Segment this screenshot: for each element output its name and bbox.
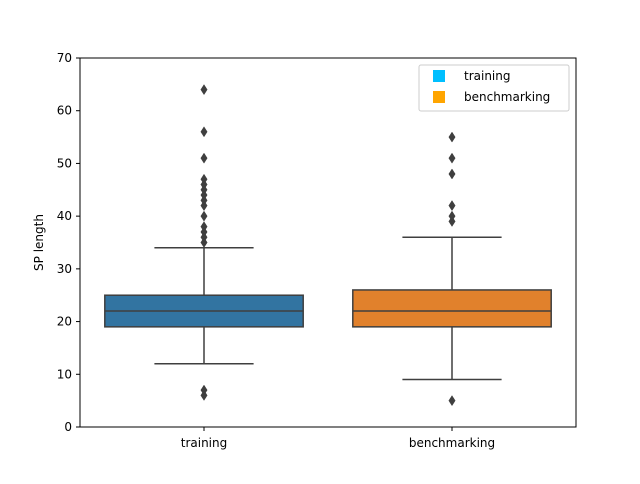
axis-layer: training benchmarking 0 10 20 30 40 50 60 70 xyxy=(57,51,495,450)
outlier-point xyxy=(448,200,456,212)
y-tick-label: 30 xyxy=(57,262,72,276)
outlier-point xyxy=(448,395,456,407)
x-tick-label: benchmarking xyxy=(409,436,495,450)
plot-frame xyxy=(79,57,577,428)
outlier-point xyxy=(200,384,208,396)
y-tick-label: 10 xyxy=(57,367,72,381)
outlier-point xyxy=(448,131,456,143)
y-tick-label: 50 xyxy=(57,156,72,170)
y-axis-label: SP length xyxy=(32,214,46,271)
outlier-point xyxy=(200,210,208,222)
outlier-point xyxy=(448,210,456,222)
legend-box xyxy=(418,64,570,112)
box-group-training xyxy=(104,84,304,401)
legend-marker-training xyxy=(433,70,445,82)
plot-layer xyxy=(104,84,552,407)
outlier-point xyxy=(448,152,456,164)
outlier-point xyxy=(448,168,456,180)
legend: training benchmarking xyxy=(418,64,570,112)
outlier-point xyxy=(200,221,208,233)
outlier-point xyxy=(200,173,208,185)
y-tick-label: 60 xyxy=(57,104,72,118)
outlier-point xyxy=(200,152,208,164)
y-tick-label: 40 xyxy=(57,209,72,223)
y-tick-label: 20 xyxy=(57,315,72,329)
y-tick-label: 70 xyxy=(57,51,72,65)
box-group-benchmarking xyxy=(352,131,552,407)
box-iqr xyxy=(352,289,552,328)
legend-label-training: training xyxy=(464,69,511,83)
x-tick-label: training xyxy=(181,436,228,450)
legend-label-benchmarking: benchmarking xyxy=(464,90,550,104)
outlier-point xyxy=(200,126,208,138)
outlier-point xyxy=(200,84,208,96)
legend-marker-benchmarking xyxy=(433,91,445,103)
y-tick-label: 0 xyxy=(64,420,72,434)
